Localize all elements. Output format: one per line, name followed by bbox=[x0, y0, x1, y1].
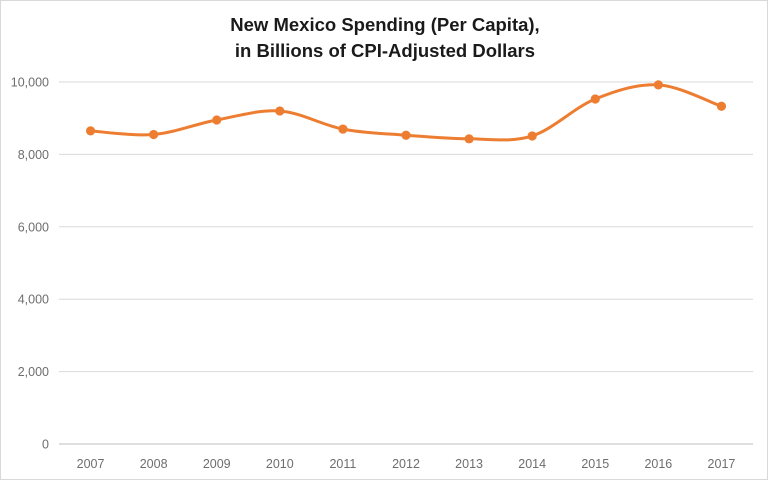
x-tick-label: 2007 bbox=[77, 457, 105, 471]
data-point-marker bbox=[338, 124, 348, 134]
x-tick-label: 2012 bbox=[392, 457, 420, 471]
data-point-marker bbox=[149, 129, 159, 140]
data-point-marker bbox=[85, 126, 96, 136]
data-point-marker bbox=[212, 115, 222, 125]
chart-title-line2: in Billions of CPI-Adjusted Dollars bbox=[234, 40, 536, 61]
x-tick-label: 2013 bbox=[455, 457, 483, 471]
data-point-marker bbox=[653, 80, 663, 90]
x-tick-label: 2014 bbox=[518, 457, 546, 471]
y-tick-label: 6,000 bbox=[18, 220, 49, 234]
data-point-marker bbox=[275, 106, 285, 116]
y-tick-label: 0 bbox=[42, 438, 49, 452]
y-tick-label: 2,000 bbox=[18, 365, 49, 379]
y-tick-label: 10,000 bbox=[11, 76, 49, 90]
x-tick-label: 2016 bbox=[644, 457, 672, 471]
data-point-marker bbox=[464, 134, 474, 144]
x-tick-label: 2015 bbox=[581, 457, 609, 471]
chart-title: New Mexico Spending (Per Capita), in Bil… bbox=[1, 12, 767, 64]
x-tick-label: 2011 bbox=[329, 457, 356, 471]
chart-title-line1: New Mexico Spending (Per Capita), bbox=[230, 14, 540, 35]
y-tick-label: 4,000 bbox=[18, 293, 49, 307]
x-tick-label: 2008 bbox=[140, 457, 168, 471]
data-point-marker bbox=[590, 94, 600, 104]
x-tick-label: 2017 bbox=[708, 457, 736, 471]
data-point-marker bbox=[401, 130, 411, 140]
data-point-marker bbox=[527, 131, 537, 141]
x-tick-label: 2009 bbox=[203, 457, 231, 471]
x-tick-label: 2010 bbox=[266, 457, 294, 471]
y-tick-label: 8,000 bbox=[18, 148, 49, 162]
data-point-marker bbox=[716, 101, 727, 111]
